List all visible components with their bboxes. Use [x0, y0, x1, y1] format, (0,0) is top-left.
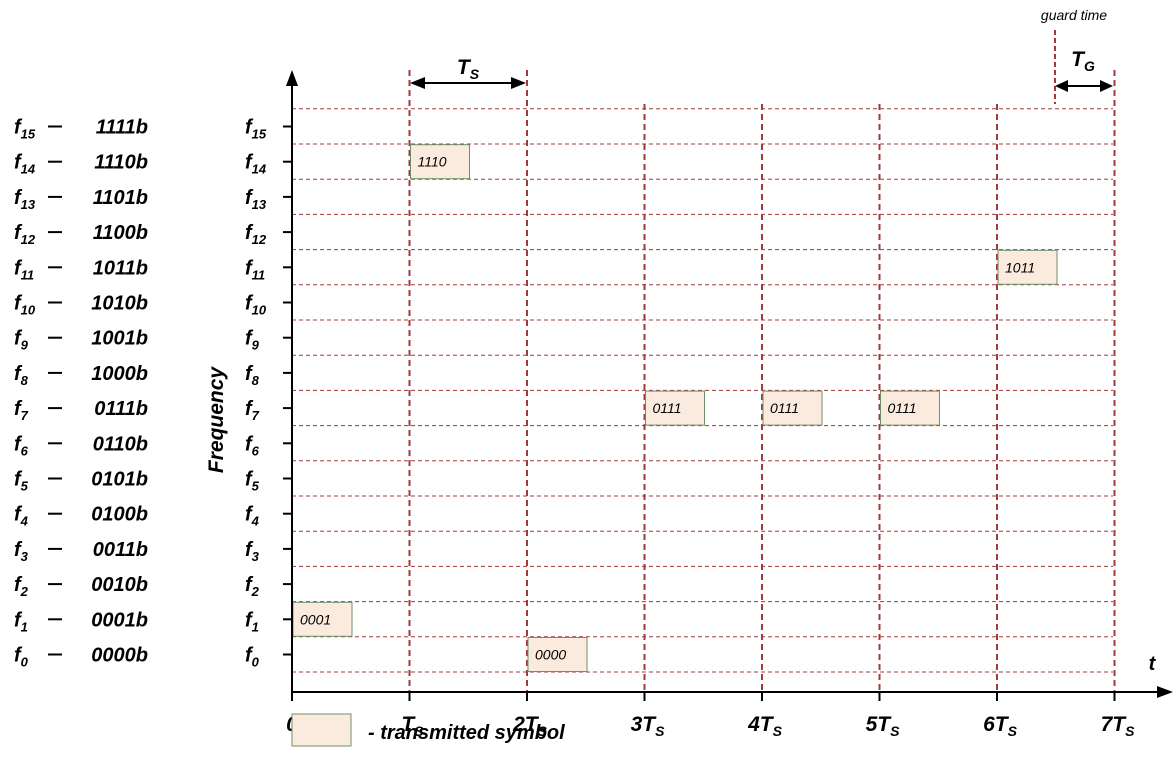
- symbol-box: 0111: [880, 390, 940, 426]
- time-tick-label: 4TS: [747, 713, 783, 739]
- frequency-tick-label: f0: [245, 645, 260, 670]
- time-tick-label: 2TS: [512, 713, 548, 739]
- code-legend-name: f6: [14, 433, 29, 458]
- code-legend-value: 0111b: [94, 398, 148, 420]
- transmitted-symbols: 0001 1110 0000 0111 0111 0111 1011: [292, 144, 1058, 672]
- x-axis-label: t: [1149, 653, 1157, 675]
- frequency-tick-label: f12: [245, 222, 267, 247]
- code-legend-name: f7: [14, 398, 29, 423]
- symbol-box-fill: [645, 390, 705, 426]
- symbol-box: 0000: [527, 637, 588, 672]
- legend-key-swatch: [291, 713, 352, 747]
- frequency-tick-label: f7: [245, 398, 260, 423]
- code-legend-name: f0: [14, 645, 29, 670]
- code-legend-name: f8: [14, 363, 29, 388]
- code-legend-name: f11: [14, 257, 34, 282]
- time-slot-gridlines: [408, 70, 1116, 692]
- symbol-box-fill: [762, 390, 823, 426]
- symbol-label: 0000: [535, 647, 566, 663]
- symbol-label: 1110: [418, 154, 447, 170]
- symbol-box-fill: [527, 637, 588, 672]
- frequency-tick-label: f13: [245, 187, 267, 212]
- code-legend-value: 1111b: [96, 117, 148, 139]
- symbol-box: 1011: [997, 249, 1058, 285]
- symbol-box: 0111: [762, 390, 823, 426]
- svg-text:TG: TG: [1071, 48, 1095, 74]
- time-tick-label: 6TS: [983, 713, 1018, 739]
- tg-marker-sub: G: [1084, 58, 1095, 74]
- code-legend-value: 0110b: [93, 433, 148, 455]
- guard-time-label: guard time: [1041, 7, 1107, 23]
- time-tick-label: 3TS: [631, 713, 666, 739]
- symbol-label: 0111: [653, 400, 682, 416]
- legend-key: - transmitted symbol: [291, 713, 565, 747]
- code-legend-value: 0101b: [91, 469, 148, 491]
- code-legend-name: f3: [14, 539, 29, 564]
- frequency-tick-label: f4: [245, 504, 260, 529]
- code-legend-name: f5: [14, 469, 29, 494]
- code-legend-value: 1010b: [91, 293, 148, 315]
- time-tick-label: 5TS: [866, 713, 901, 739]
- code-legend-value: 0011b: [93, 539, 148, 561]
- symbol-box-fill: [410, 144, 470, 180]
- y-axis-label: Frequency: [205, 366, 228, 474]
- code-legend-value: 0100b: [91, 504, 148, 526]
- symbol-box-fill: [997, 249, 1058, 285]
- time-axis-arrow: [1157, 686, 1173, 698]
- frequency-gridlines: [292, 108, 1113, 673]
- symbol-box-fill: [880, 390, 940, 426]
- code-legend-value: 1000b: [91, 363, 148, 385]
- frequency-tick-label: f1: [245, 609, 259, 634]
- code-legend-value: 1110b: [94, 152, 148, 174]
- code-legend-value: 0001b: [91, 609, 148, 631]
- code-legend-value: 0010b: [91, 574, 148, 596]
- tg-marker-main: T: [1071, 48, 1086, 71]
- guard-time-marker: TG guard time: [1041, 7, 1113, 104]
- code-legend-name: f15: [14, 117, 36, 142]
- frequency-axis-arrow: [286, 70, 298, 86]
- code-legend-name: f10: [14, 293, 36, 318]
- time-tick-label: 7TS: [1101, 713, 1136, 739]
- code-legend-value: 1001b: [91, 328, 148, 350]
- frequency-tick-label: f3: [245, 539, 260, 564]
- symbol-box: 0111: [645, 390, 705, 426]
- symbol-label: 0111: [888, 400, 917, 416]
- code-legend-name: f12: [14, 222, 36, 247]
- symbol-box: 0001: [292, 601, 353, 637]
- code-legend-name: f13: [14, 187, 36, 212]
- symbol-box: 1110: [410, 144, 470, 180]
- frequency-code-legend: f15 1111b f14 1110b f13 1101b f12 1100b f11 1011b…: [14, 117, 148, 670]
- frequency-tick-label: f6: [245, 433, 260, 458]
- symbol-label: 0111: [770, 400, 799, 416]
- ts-marker-sub: S: [470, 66, 480, 82]
- frequency-tick-label: f5: [245, 469, 260, 494]
- frequency-tick-label: f2: [245, 574, 260, 599]
- frequency-tick-label: f10: [245, 293, 267, 318]
- code-legend-name: f14: [14, 152, 36, 177]
- frequency-tick-label: f15: [245, 117, 267, 142]
- code-legend-name: f1: [14, 609, 28, 634]
- ts-marker-main: T: [457, 56, 472, 79]
- time-tick-label: TS: [401, 713, 424, 739]
- symbol-label: 0001: [300, 611, 331, 627]
- code-legend-value: 1100b: [93, 222, 148, 244]
- code-legend-name: f2: [14, 574, 29, 599]
- symbol-period-marker: TS: [410, 56, 526, 89]
- code-legend-value: 0000b: [91, 645, 148, 667]
- frequency-tick-label: f14: [245, 152, 267, 177]
- frequency-tick-label: f9: [245, 328, 260, 353]
- legend-key-label: - transmitted symbol: [368, 722, 565, 744]
- svg-text:TS: TS: [457, 56, 480, 82]
- code-legend-name: f9: [14, 328, 29, 353]
- frequency-ticks: f15 f14 f13 f12 f11 f10 f9 f8 f7 f6 f5 f4 f3 f2 f1 f0: [245, 117, 292, 670]
- code-legend-name: f4: [14, 504, 29, 529]
- code-legend-value: 1101b: [93, 187, 148, 209]
- frequency-tick-label: f11: [245, 257, 265, 282]
- symbol-label: 1011: [1005, 259, 1035, 275]
- code-legend-value: 1011b: [93, 257, 148, 279]
- frequency-tick-label: f8: [245, 363, 260, 388]
